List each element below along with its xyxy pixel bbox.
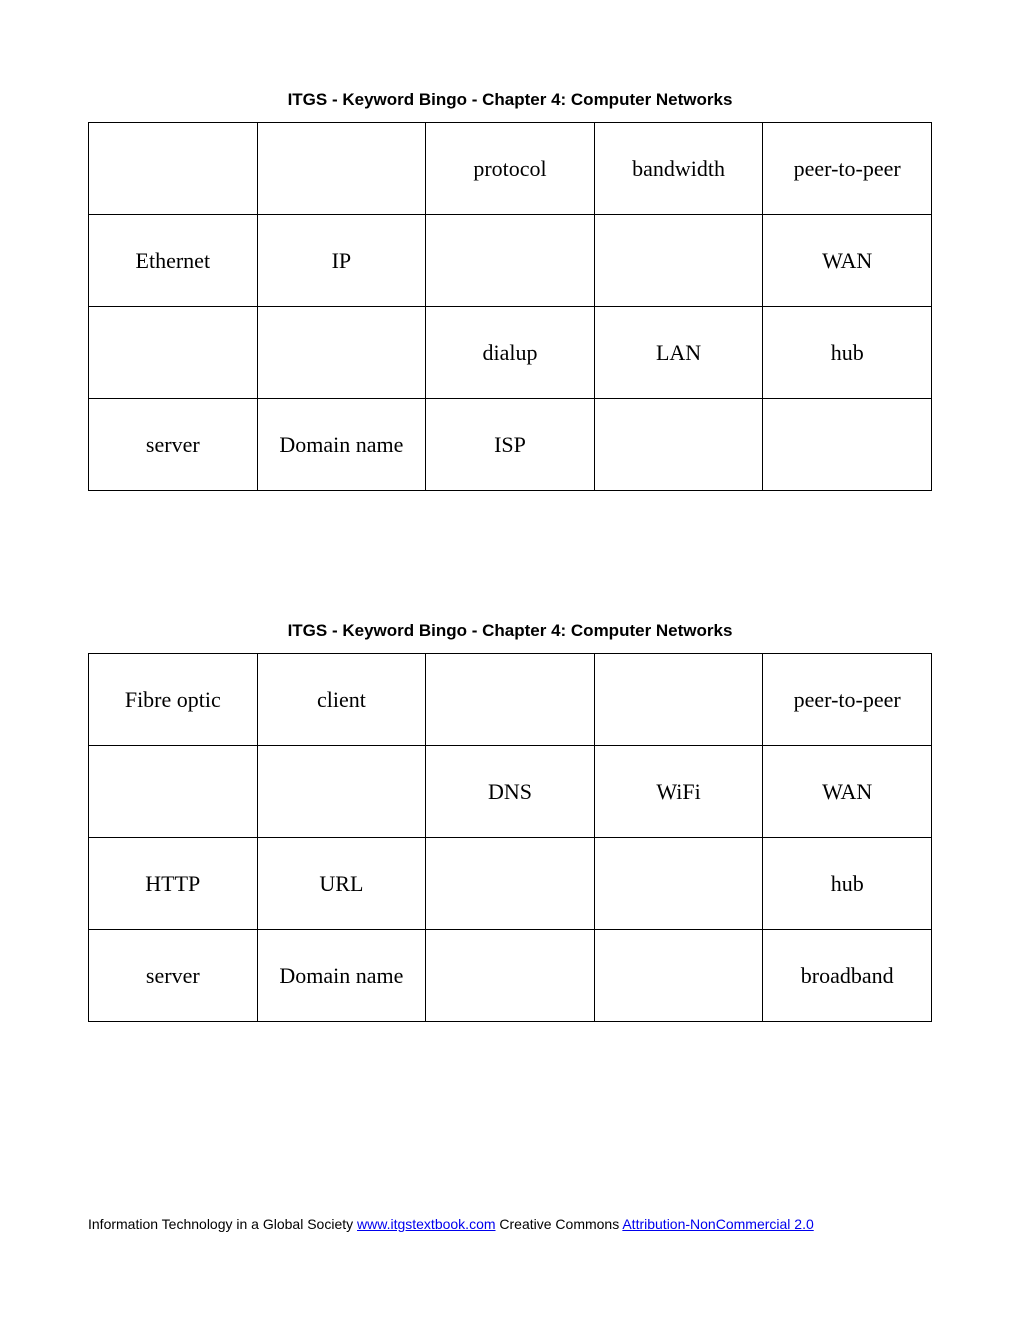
bingo-cell — [89, 123, 258, 215]
bingo-cell: server — [89, 399, 258, 491]
bingo-cell: IP — [257, 215, 426, 307]
bingo-cell — [594, 930, 763, 1022]
bingo-table-1: protocol bandwidth peer-to-peer Ethernet… — [88, 122, 932, 491]
bingo-cell: peer-to-peer — [763, 123, 932, 215]
table-row: server Domain name ISP — [89, 399, 932, 491]
bingo-cell: Fibre optic — [89, 654, 258, 746]
bingo-cell: WiFi — [594, 746, 763, 838]
bingo-title-2: ITGS - Keyword Bingo - Chapter 4: Comput… — [88, 621, 932, 641]
bingo-cell — [426, 654, 595, 746]
bingo-cell: protocol — [426, 123, 595, 215]
bingo-cell — [594, 654, 763, 746]
bingo-cell — [426, 930, 595, 1022]
footer: Information Technology in a Global Socie… — [88, 1216, 932, 1232]
footer-mid: Creative Commons — [496, 1216, 623, 1232]
footer-prefix: Information Technology in a Global Socie… — [88, 1216, 357, 1232]
bingo-cell — [426, 215, 595, 307]
bingo-cell: WAN — [763, 215, 932, 307]
bingo-cell — [594, 215, 763, 307]
bingo-cell — [257, 123, 426, 215]
bingo-cell — [763, 399, 932, 491]
bingo-cell — [594, 399, 763, 491]
bingo-cell — [594, 838, 763, 930]
bingo-cell — [89, 746, 258, 838]
table-row: DNS WiFi WAN — [89, 746, 932, 838]
footer-link-textbook[interactable]: www.itgstextbook.com — [357, 1216, 496, 1232]
bingo-card-1: ITGS - Keyword Bingo - Chapter 4: Comput… — [88, 90, 932, 491]
bingo-card-2: ITGS - Keyword Bingo - Chapter 4: Comput… — [88, 621, 932, 1022]
bingo-cell — [257, 307, 426, 399]
table-row: Fibre optic client peer-to-peer — [89, 654, 932, 746]
bingo-cell: WAN — [763, 746, 932, 838]
bingo-cell: bandwidth — [594, 123, 763, 215]
bingo-cell: broadband — [763, 930, 932, 1022]
bingo-cell: LAN — [594, 307, 763, 399]
bingo-cell: Domain name — [257, 399, 426, 491]
bingo-cell — [426, 838, 595, 930]
bingo-cell: dialup — [426, 307, 595, 399]
bingo-cell: hub — [763, 838, 932, 930]
bingo-table-2: Fibre optic client peer-to-peer DNS WiFi… — [88, 653, 932, 1022]
bingo-cell: DNS — [426, 746, 595, 838]
table-row: protocol bandwidth peer-to-peer — [89, 123, 932, 215]
bingo-title-1: ITGS - Keyword Bingo - Chapter 4: Comput… — [88, 90, 932, 110]
bingo-cell: hub — [763, 307, 932, 399]
bingo-cell: peer-to-peer — [763, 654, 932, 746]
table-row: HTTP URL hub — [89, 838, 932, 930]
bingo-cell — [89, 307, 258, 399]
bingo-cell: client — [257, 654, 426, 746]
bingo-cell: Domain name — [257, 930, 426, 1022]
table-row: dialup LAN hub — [89, 307, 932, 399]
bingo-cell: Ethernet — [89, 215, 258, 307]
table-row: server Domain name broadband — [89, 930, 932, 1022]
bingo-cell: URL — [257, 838, 426, 930]
footer-link-license[interactable]: Attribution-NonCommercial 2.0 — [622, 1216, 813, 1232]
table-row: Ethernet IP WAN — [89, 215, 932, 307]
bingo-cell — [257, 746, 426, 838]
bingo-cell: HTTP — [89, 838, 258, 930]
bingo-cell: server — [89, 930, 258, 1022]
bingo-cell: ISP — [426, 399, 595, 491]
